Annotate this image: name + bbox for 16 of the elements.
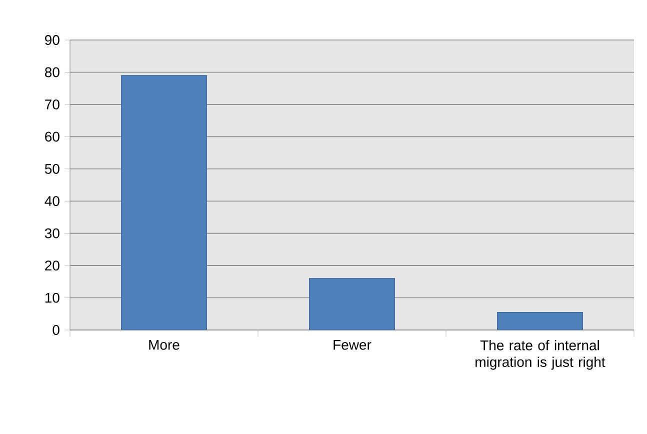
- y-tick-label: 70: [45, 100, 60, 110]
- y-tick-label: 0: [52, 325, 60, 335]
- y-tick-label: 20: [45, 260, 60, 271]
- bar: [497, 312, 583, 330]
- y-tick-label: 90: [45, 35, 60, 45]
- x-tick-label: Fewer: [334, 340, 372, 350]
- bar: [121, 75, 207, 330]
- y-tick-label: 80: [44, 67, 60, 78]
- y-tick-label: 60: [45, 132, 60, 142]
- y-tick-label: 30: [44, 228, 60, 238]
- x-tick-label: More: [149, 340, 180, 350]
- y-tick-label: 40: [44, 196, 60, 206]
- y-tick-label: 50: [44, 164, 60, 174]
- bar: [309, 278, 395, 330]
- x-tick-label: The rate of internal migration is just right: [476, 340, 606, 370]
- y-tick-label: 10: [45, 292, 60, 303]
